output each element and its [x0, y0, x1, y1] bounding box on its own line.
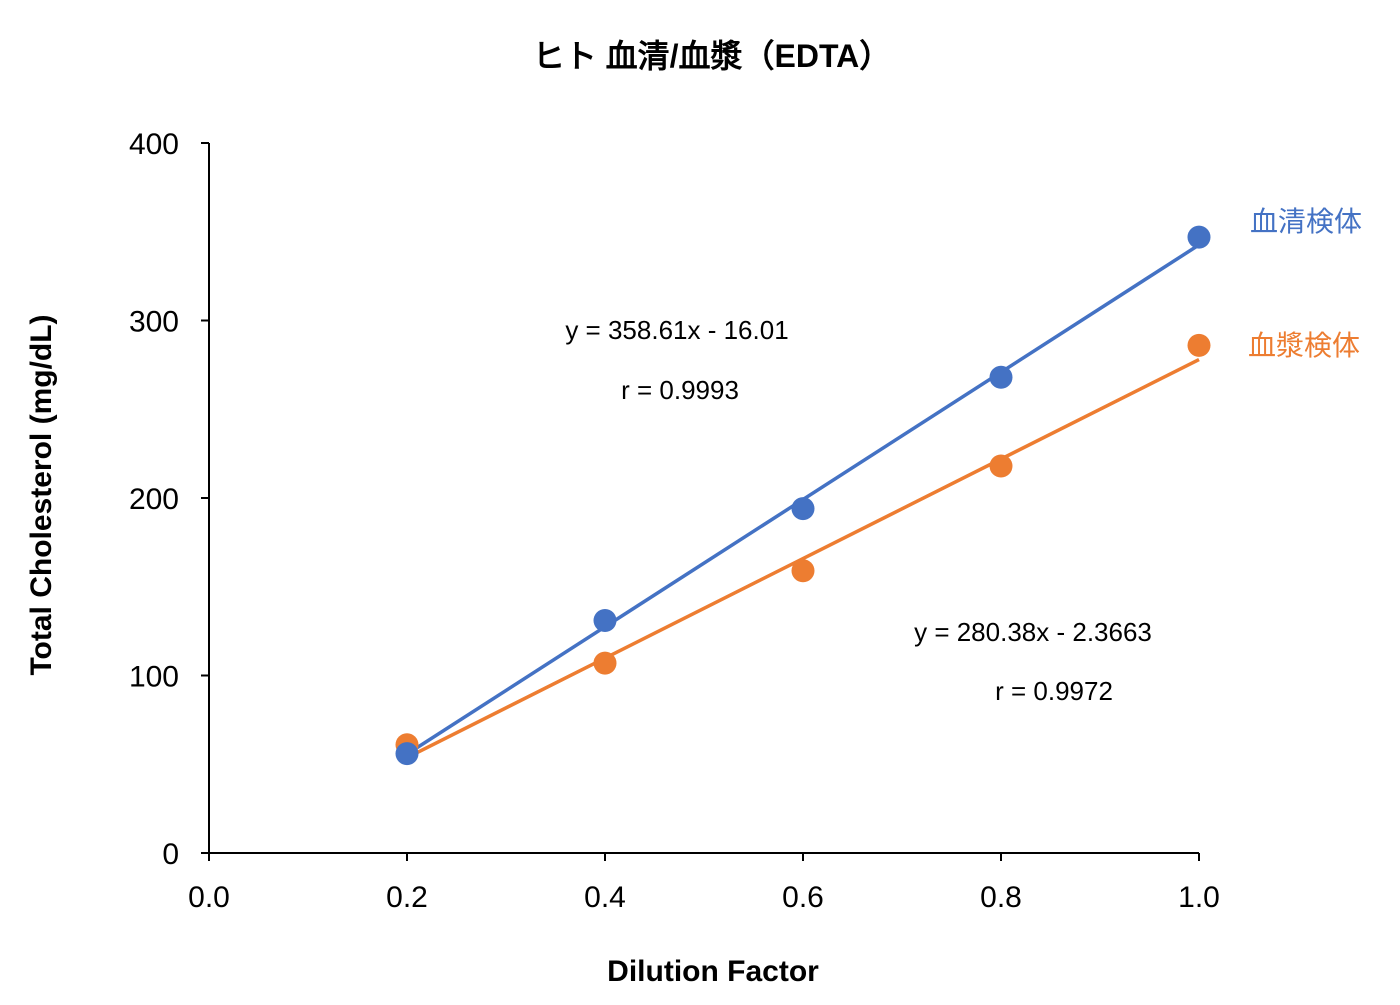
r-serum: r = 0.9993 [621, 375, 739, 405]
y-tick-label: 100 [129, 661, 179, 694]
y-tick-label: 400 [129, 128, 179, 161]
data-point-plasma [1187, 333, 1211, 357]
data-point-plasma [989, 454, 1013, 478]
series-label-plasma: 血漿検体 [1248, 330, 1360, 361]
data-point-plasma [791, 559, 815, 583]
x-tick-label: 0.0 [188, 881, 230, 914]
x-tick-label: 1.0 [1178, 881, 1220, 914]
data-point-plasma [593, 651, 617, 675]
x-tick-label: 0.4 [584, 881, 626, 914]
y-tick-label: 200 [129, 483, 179, 516]
r-plasma: r = 0.9972 [995, 676, 1113, 706]
data-point-serum [989, 365, 1013, 389]
data-point-serum [395, 742, 419, 766]
chart-title: ヒト 血清/血漿（EDTA） [533, 38, 892, 74]
data-point-serum [593, 608, 617, 632]
x-tick-label: 0.2 [386, 881, 428, 914]
data-point-serum [1187, 225, 1211, 249]
plot-area [395, 225, 1211, 766]
x-axis-label: Dilution Factor [607, 955, 819, 988]
equation-plasma: y = 280.38x - 2.3663 [914, 617, 1152, 647]
equation-serum: y = 358.61x - 16.01 [565, 315, 788, 345]
y-tick-label: 300 [129, 306, 179, 339]
y-tick-label: 0 [162, 838, 179, 871]
x-tick-label: 0.6 [782, 881, 824, 914]
y-axis-label: Total Cholesterol (mg/dL) [25, 314, 58, 675]
data-point-serum [791, 497, 815, 521]
trendline-plasma [406, 357, 1200, 760]
axes: 0.0 0.2 0.4 0.6 0.8 1.0 0 100 200 300 400 [129, 128, 1220, 914]
x-tick-label: 0.8 [980, 881, 1022, 914]
series-label-serum: 血清検体 [1250, 206, 1362, 237]
